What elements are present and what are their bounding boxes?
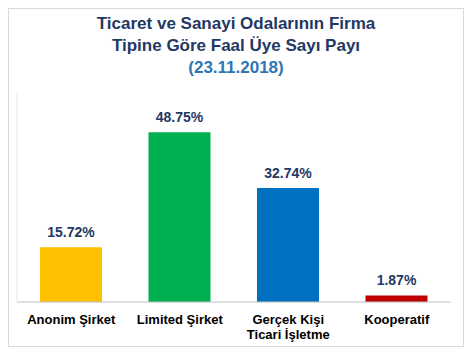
svg-text:Kooperatif: Kooperatif bbox=[364, 312, 430, 327]
svg-text:Anonim Şirket: Anonim Şirket bbox=[27, 312, 116, 327]
svg-text:1.87%: 1.87% bbox=[377, 272, 417, 288]
svg-text:32.74%: 32.74% bbox=[264, 165, 312, 181]
svg-text:Gerçek KişiTicari İşletme: Gerçek KişiTicari İşletme bbox=[247, 312, 330, 342]
html-text:(23.11.2018): (23.11.2018) bbox=[188, 58, 284, 77]
svg-text:Limited Şirket: Limited Şirket bbox=[137, 312, 224, 327]
html-text:Ticaret ve Sanayi Odalarının F: Ticaret ve Sanayi Odalarının Firma Tipin… bbox=[96, 14, 376, 55]
svg-text:15.72%: 15.72% bbox=[47, 224, 95, 240]
svg-text:48.75%: 48.75% bbox=[156, 109, 204, 125]
